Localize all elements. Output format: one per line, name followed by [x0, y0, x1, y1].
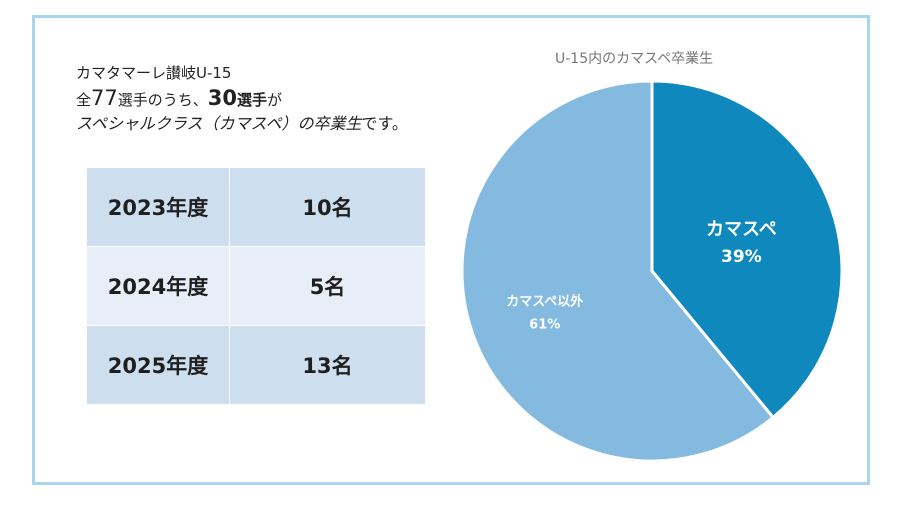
special-class-suffix: です。 [361, 113, 408, 133]
summary-line: 全77選手のうち、30選手が [76, 85, 408, 112]
year-cell: 2025年度 [86, 325, 230, 405]
year-cell: 2023年度 [86, 167, 230, 247]
graduate-count-unit: 選手 [237, 90, 268, 109]
pie-slice-1 [650, 79, 844, 420]
team-name: カマタマーレ讃岐U-15 [76, 64, 232, 82]
pie-slice-2 [460, 79, 776, 463]
summary-prefix: 全 [76, 90, 92, 109]
summary-middle: 選手のうち、 [117, 90, 208, 109]
special-class-line: スペシャルクラス（カマスペ）の卒業生です。 [76, 114, 408, 135]
special-class-text: スペシャルクラス（カマスペ）の卒業生 [76, 113, 362, 133]
table-row: 2024年度 5名 [86, 246, 426, 326]
summary-suffix: が [267, 90, 283, 109]
slice-label: カマスペ [706, 219, 777, 240]
graduates-by-year-table: 2023年度 10名 2024年度 5名 2025年度 13名 [86, 167, 426, 405]
graduate-count: 30 [207, 85, 237, 110]
table-row: 2023年度 10名 [86, 167, 426, 247]
total-players: 77 [91, 85, 118, 110]
count-cell: 13名 [229, 325, 426, 405]
table-row: 2025年度 13名 [86, 325, 426, 405]
count-cell: 5名 [229, 246, 426, 326]
intro-text: カマタマーレ讃岐U-15 全77選手のうち、30選手が スペシャルクラス（カマス… [76, 64, 408, 135]
year-cell: 2024年度 [86, 246, 230, 326]
chart-title: U-15内のカマスペ卒業生 [555, 51, 714, 67]
slice-value-label: 61% [529, 318, 560, 333]
slice-label: カマスペ以外 [506, 294, 583, 310]
slice-value-label: 39% [721, 247, 762, 267]
count-cell: 10名 [229, 167, 426, 247]
